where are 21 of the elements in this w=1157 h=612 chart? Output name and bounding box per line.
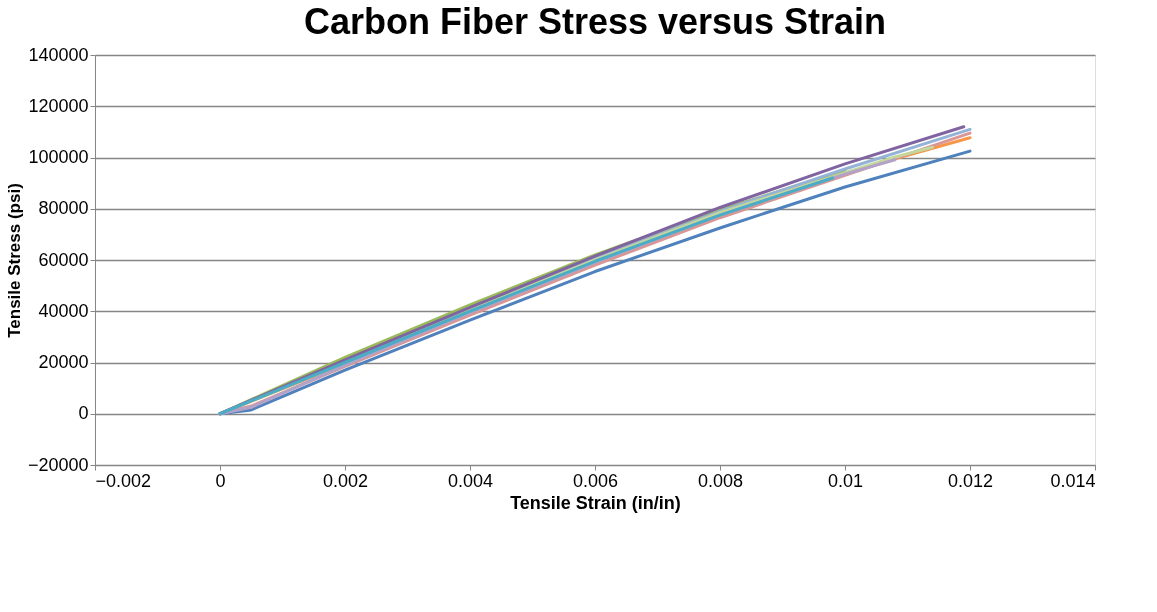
y-tick-label: 80000: [38, 198, 89, 219]
x-tick-label: 0.01: [827, 470, 864, 491]
y-tick-label: 120000: [28, 95, 89, 116]
x-tick-label: 0.012: [947, 470, 994, 491]
x-tick-label: 0.004: [447, 470, 494, 491]
x-tick-label: 0.008: [697, 470, 744, 491]
x-tick-label: 0.002: [322, 470, 369, 491]
x-tick-label: −0.002: [95, 470, 152, 491]
y-tick-label: 20000: [38, 352, 89, 372]
x-tick-label: 0.014: [1050, 470, 1096, 491]
y-axis-title: Tensile Stress (psi): [4, 183, 24, 338]
y-tick-label: 140000: [28, 44, 89, 65]
y-tick-label: 100000: [28, 147, 89, 167]
x-axis-title: Tensile Strain (in/in): [510, 492, 681, 513]
x-tick-label: 0: [215, 470, 226, 491]
y-tick-label: 0: [78, 403, 89, 424]
y-tick-label: −20000: [27, 454, 89, 475]
y-tick-label: 40000: [38, 300, 89, 321]
x-tick-label: 0.006: [572, 470, 619, 491]
y-tick-label: 60000: [38, 249, 89, 270]
chart-title: Carbon Fiber Stress versus Strain: [303, 1, 887, 42]
